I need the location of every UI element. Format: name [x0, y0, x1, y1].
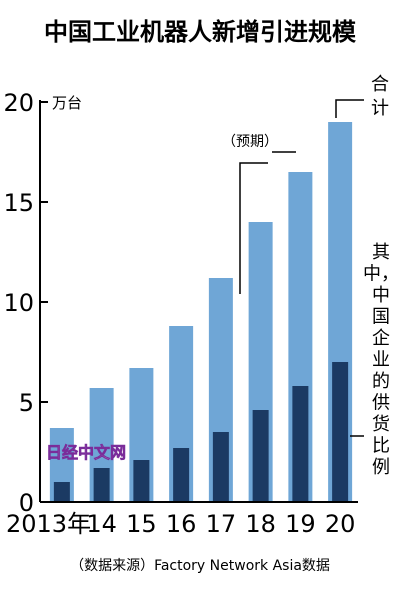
share-label-char-2: 中: [372, 285, 390, 306]
forecast-label: （预期）: [222, 134, 278, 150]
y-tick-label-0: 0: [19, 489, 34, 517]
total-label-char-2: 计: [371, 98, 389, 119]
y-axis-ticks: 0 5 10 15 20: [3, 89, 48, 517]
x-tick-label-5: 18: [245, 510, 276, 538]
forecast-bracket-line: [239, 162, 268, 294]
share-label-char-8: 货: [372, 414, 390, 435]
source-note: （数据来源）Factory Network Asia数据: [70, 558, 330, 574]
x-tick-label-6: 19: [285, 510, 316, 538]
share-label-char-5: 业: [372, 350, 390, 371]
y-tick-label-1: 5: [19, 389, 34, 417]
share-label-char-9: 比: [372, 436, 390, 457]
bars-group: [49, 122, 353, 502]
bar-domestic-4: [212, 432, 229, 502]
bar-domestic-2: [133, 460, 150, 502]
bar-domestic-6: [292, 386, 309, 502]
unit-label: 万台: [52, 94, 82, 112]
share-label-char-6: 的: [372, 371, 390, 392]
bar-domestic-7: [332, 362, 349, 502]
bar-domestic-0: [53, 482, 70, 502]
bar-domestic-1: [93, 468, 110, 502]
y-tick-label-3: 15: [3, 189, 34, 217]
x-tick-label-2: 15: [126, 510, 157, 538]
share-label-char-3: 国: [372, 307, 390, 328]
share-label-char-1: 中，: [363, 264, 399, 285]
bar-domestic-3: [173, 448, 190, 502]
x-tick-label-7: 20: [325, 510, 356, 538]
y-tick-label-4: 20: [3, 89, 34, 117]
total-leader-line: [335, 99, 364, 118]
watermark-logo: 日经中文网: [46, 443, 126, 462]
x-tick-label-0: 2013年: [6, 510, 91, 538]
total-label-char-1: 合: [371, 74, 389, 95]
share-label-char-4: 企: [372, 328, 390, 349]
x-tick-label-1: 14: [86, 510, 117, 538]
share-label-char-10: 例: [372, 457, 390, 478]
x-tick-label-4: 17: [206, 510, 237, 538]
share-label-char-7: 供: [372, 393, 390, 414]
share-label-char-0: 其: [372, 242, 390, 263]
x-tick-label-3: 16: [166, 510, 197, 538]
bar-domestic-5: [252, 410, 269, 502]
chart-title: 中国工业机器人新增引进规模: [44, 18, 357, 46]
y-tick-label-2: 10: [3, 289, 34, 317]
